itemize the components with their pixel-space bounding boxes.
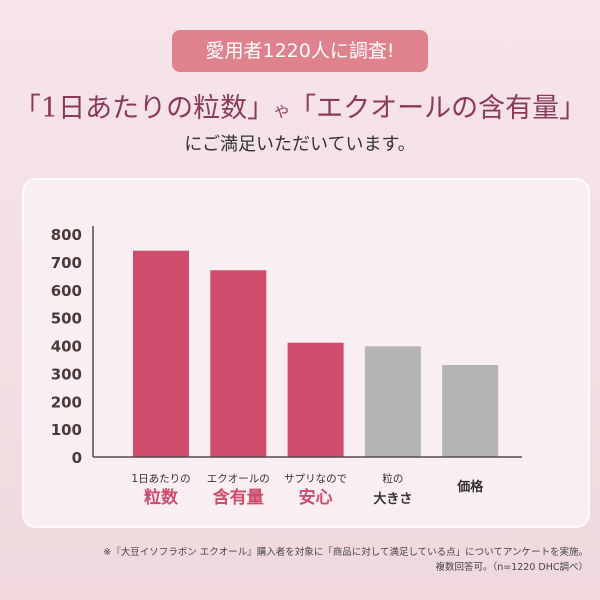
headline: 「1日あたりの粒数」や「エクオールの含有量」 (0, 86, 600, 125)
headline-part2: 「エクオールの含有量」 (289, 93, 587, 124)
y-tick-label: 0 (72, 449, 82, 467)
bar (133, 250, 189, 457)
y-tick-label: 200 (51, 393, 82, 411)
y-tick-label: 400 (51, 338, 82, 356)
x-tick-label-line2: 含有量 (213, 487, 264, 508)
y-tick-label: 800 (51, 226, 82, 244)
headline-part1: 「1日あたりの粒数」 (13, 93, 275, 124)
x-tick-label-line1: 粒の (382, 472, 403, 485)
bar (210, 270, 267, 457)
survey-badge: 愛用者1220人に調査! (172, 30, 428, 72)
x-tick-label-line1: 1日あたりの (131, 473, 190, 485)
y-tick-label: 700 (51, 254, 82, 272)
footnote-line1: ※『大豆イソフラボン エクオール』購入者を対象に「商品に対して満足している点」に… (103, 547, 588, 558)
y-tick-label: 600 (51, 282, 82, 300)
footnote-line2: 複数回答可。（n=1220 DHC調べ） (435, 562, 588, 573)
x-tick-label-line1: サプリなので (284, 473, 347, 485)
x-tick-label-line1: エクオールの (207, 473, 270, 485)
bar (364, 346, 421, 457)
x-tick-label-line2: 安心 (299, 487, 333, 508)
subheadline: にご満足いただいています。 (184, 134, 416, 155)
bar (442, 365, 499, 457)
headline-joiner: や (274, 103, 290, 121)
footnote: ※『大豆イソフラボン エクオール』購入者を対象に「商品に対して満足している点」に… (103, 545, 588, 575)
y-tick-label: 500 (51, 310, 82, 328)
x-tick-label: 価格 (456, 479, 484, 495)
x-tick-label-line2: 大きさ (373, 491, 412, 507)
y-tick-label: 300 (51, 365, 82, 383)
bar (287, 342, 344, 457)
y-tick-label: 100 (51, 421, 82, 439)
x-tick-label-line2: 粒数 (144, 487, 179, 508)
